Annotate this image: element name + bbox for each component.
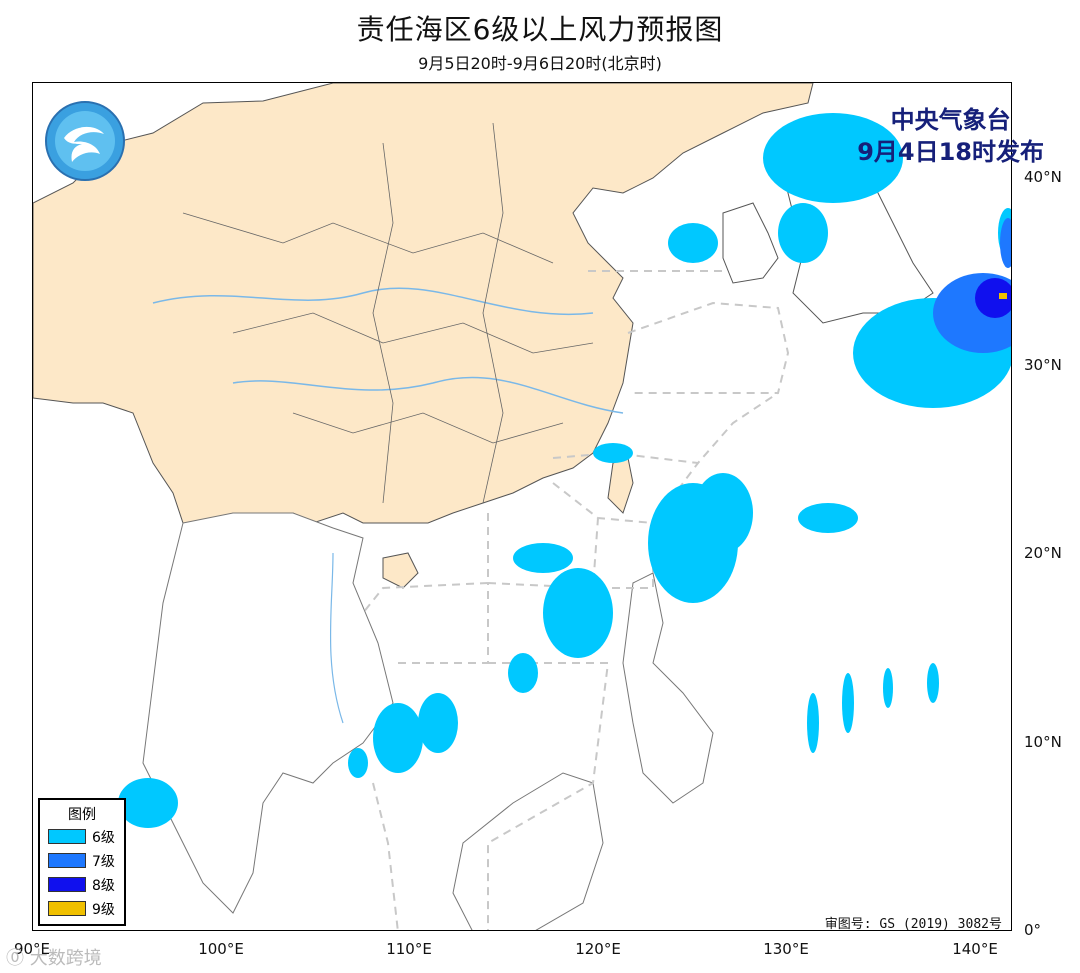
legend: 图例 6级 7级 8级 9级 <box>38 798 126 926</box>
legend-item: 8级 <box>40 872 124 896</box>
lon-label: 130°E <box>763 940 809 958</box>
borneo-land <box>452 772 604 930</box>
taiwan-land <box>607 457 634 514</box>
map-frame[interactable] <box>32 82 1012 931</box>
issuer-label: 中央气象台 9月4日18时发布 <box>857 104 1044 168</box>
china-land <box>33 83 814 529</box>
legend-swatch <box>48 829 86 844</box>
river <box>232 376 624 414</box>
legend-item: 9级 <box>40 896 124 920</box>
lat-label: 10°N <box>1024 733 1062 751</box>
legend-item: 6级 <box>40 824 124 848</box>
legend-swatch <box>48 901 86 916</box>
map-title: 责任海区6级以上风力预报图 <box>356 13 724 46</box>
wind-area-level9 <box>999 293 1007 299</box>
legend-label: 8级 <box>92 878 115 894</box>
river <box>152 287 594 315</box>
philippines-land <box>622 572 714 804</box>
legend-label: 7级 <box>92 854 115 870</box>
legend-swatch <box>48 877 86 892</box>
legend-swatch <box>48 853 86 868</box>
cma-logo <box>44 100 126 182</box>
hainan-land <box>382 552 419 589</box>
map-subtitle: 9月5日20时-9月6日20时(北京时) <box>418 54 662 73</box>
map-canvas <box>33 83 1011 930</box>
lat-label: 20°N <box>1024 544 1062 562</box>
lat-label: 30°N <box>1024 356 1062 374</box>
lat-label: 40°N <box>1024 168 1062 186</box>
legend-label: 6级 <box>92 830 115 846</box>
legend-title: 图例 <box>68 807 96 823</box>
wind-area-level8 <box>975 278 1011 318</box>
lon-label: 100°E <box>198 940 244 958</box>
legend-item: 7级 <box>40 848 124 872</box>
approval-number: 审图号: GS (2019) 3082号 <box>824 917 1002 932</box>
watermark: ⓪ 大数跨境 <box>6 948 102 969</box>
issue-time: 9月4日18时发布 <box>857 138 1044 166</box>
indochina-land <box>142 512 394 914</box>
lon-label: 90°E <box>13 940 51 958</box>
lon-label: 140°E <box>952 940 998 958</box>
lat-label: 0° <box>1024 921 1042 939</box>
lon-label: 110°E <box>386 940 432 958</box>
river <box>329 552 344 724</box>
legend-label: 9级 <box>92 902 115 918</box>
lon-label: 120°E <box>575 940 621 958</box>
issuer-name: 中央气象台 <box>890 106 1011 134</box>
korea-land <box>722 202 779 284</box>
